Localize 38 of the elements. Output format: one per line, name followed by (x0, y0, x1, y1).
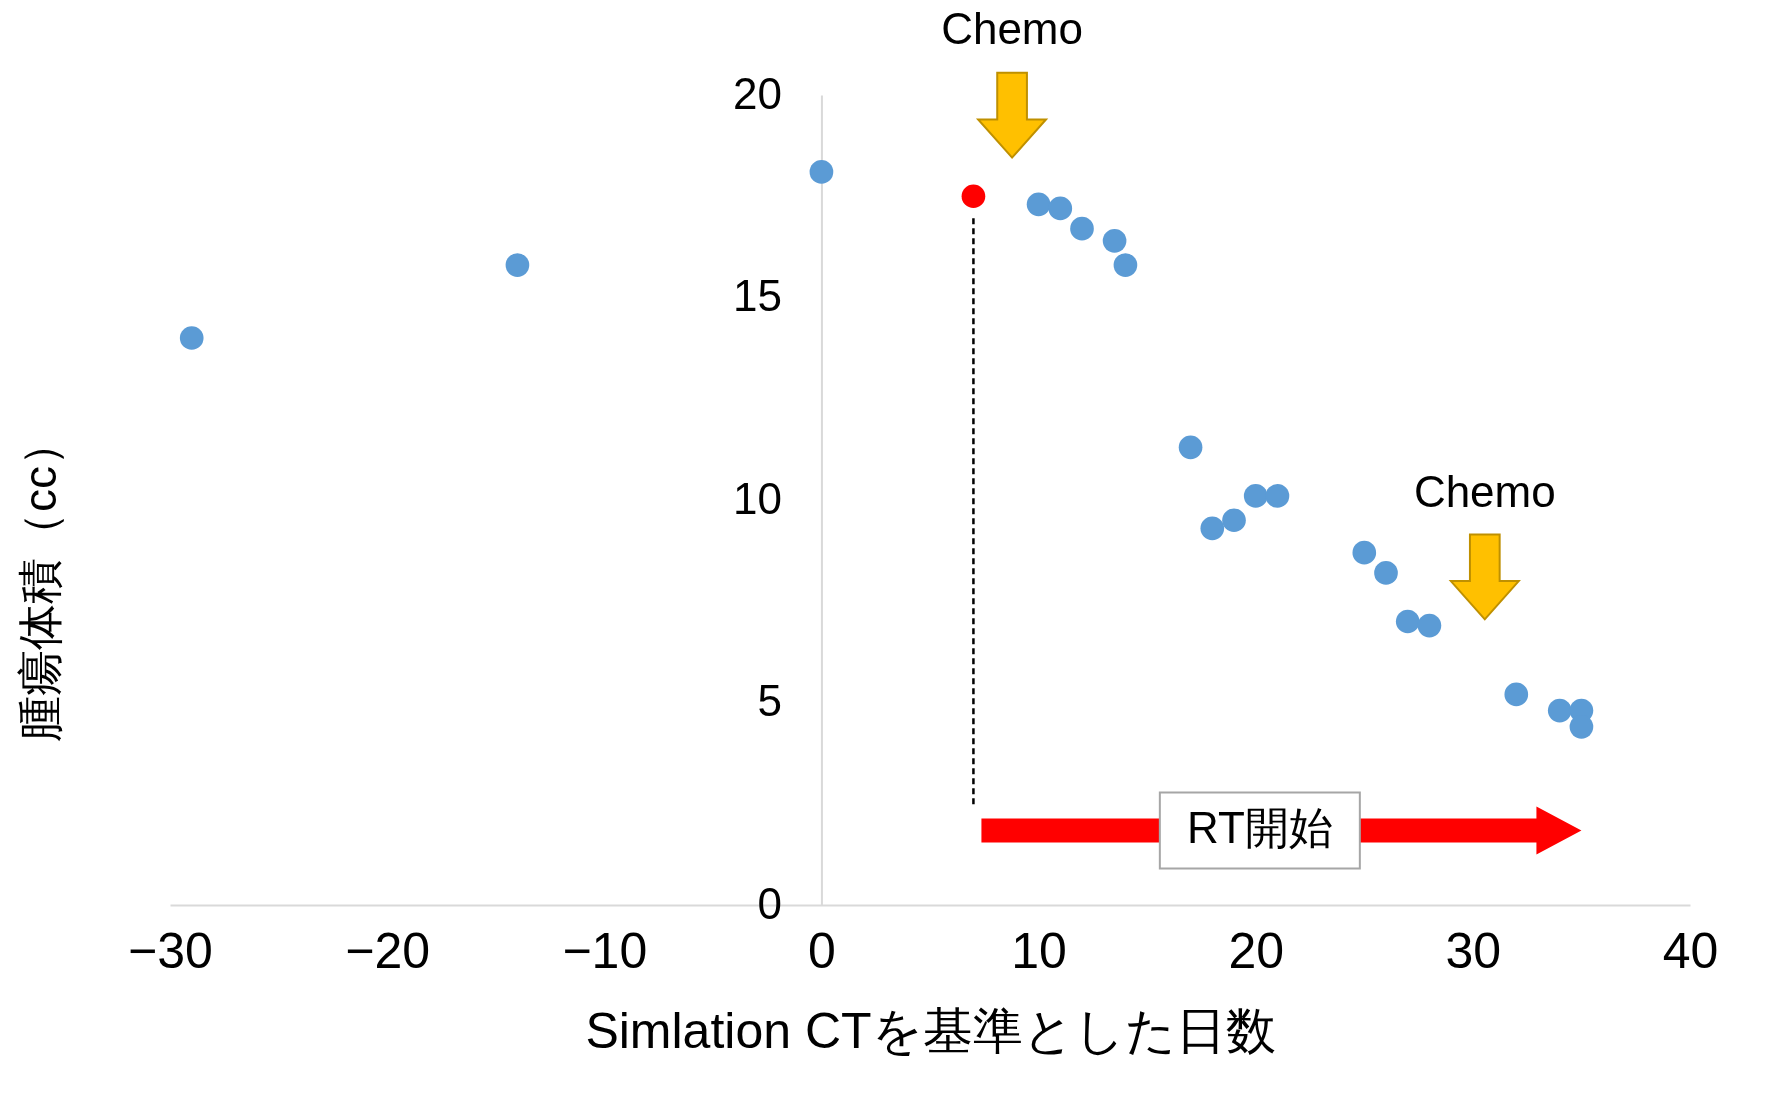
point (1102, 228, 1127, 253)
point (1352, 540, 1377, 565)
point (1243, 484, 1268, 508)
point (1200, 516, 1225, 541)
point (1178, 435, 1203, 460)
x-tick-label: 40 (1662, 922, 1719, 979)
point (1504, 682, 1529, 707)
x-axis-title: Simlation CTを基準とした日数 (585, 1002, 1276, 1059)
point (1374, 561, 1398, 585)
x-tick-label: 30 (1445, 922, 1502, 979)
point (961, 184, 986, 209)
point (505, 253, 530, 277)
point (1113, 253, 1138, 277)
point (1417, 613, 1442, 638)
y-tick-label: 10 (732, 473, 782, 523)
x-tick-label: −20 (345, 922, 431, 979)
point (809, 160, 834, 184)
point (1547, 698, 1572, 723)
y-tick-label: 5 (757, 676, 782, 725)
x-tick-label: 10 (1011, 922, 1067, 979)
x-tick-label: −30 (128, 922, 213, 979)
point (1070, 216, 1094, 241)
y-tick-label: 0 (757, 878, 782, 928)
y-tick-label: 20 (732, 68, 782, 118)
point (179, 326, 204, 350)
point (1222, 508, 1246, 533)
x-tick-label: 20 (1228, 922, 1285, 979)
y-axis-title: 腫瘍体積（cc） (14, 420, 66, 742)
x-tick-label: 0 (808, 922, 836, 979)
point (1048, 196, 1073, 221)
point (1026, 192, 1051, 217)
point (1395, 609, 1420, 634)
annotation: Chemo (1413, 466, 1556, 516)
y-tick-label: 15 (732, 271, 782, 320)
text: Chemo (941, 4, 1083, 54)
x-tick-label: −10 (562, 922, 648, 979)
point (1265, 484, 1290, 508)
annotation: RT開始 (1186, 803, 1333, 853)
